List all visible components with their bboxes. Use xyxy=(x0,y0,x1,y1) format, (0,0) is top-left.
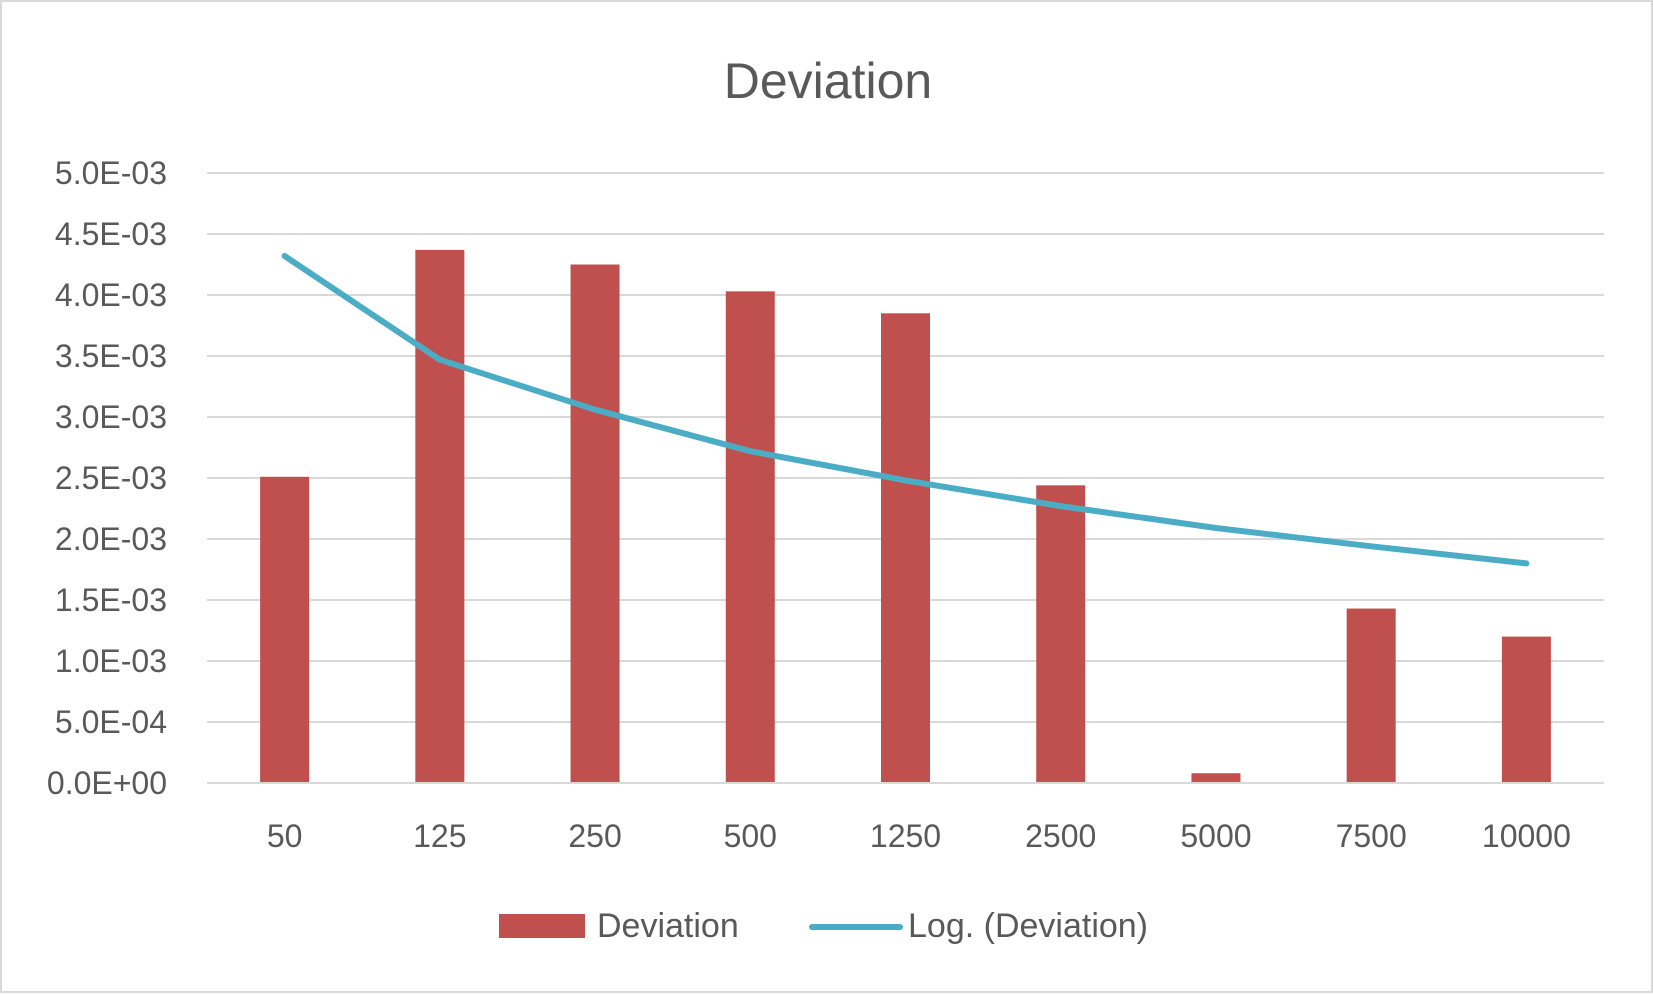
x-axis-tick-labels: 50 125 250 500 1250 2500 5000 7500 10000 xyxy=(267,818,1571,854)
x-tick-label: 50 xyxy=(267,818,303,854)
x-tick-label: 250 xyxy=(568,818,621,854)
bar xyxy=(415,249,465,784)
y-tick-label: 4.0E-03 xyxy=(55,277,167,313)
trendline-series xyxy=(281,253,1530,567)
bar xyxy=(1191,773,1241,783)
legend-swatch-deviation xyxy=(499,914,585,938)
y-axis-tick-labels: 0.0E+00 5.0E-04 1.0E-03 1.5E-03 2.0E-03 2.5E-… xyxy=(47,155,167,801)
legend: Deviation Log. (Deviation) xyxy=(499,907,1148,945)
y-tick-label: 5.0E-04 xyxy=(55,704,167,740)
y-tick-label: 3.0E-03 xyxy=(55,399,167,435)
x-tick-label: 2500 xyxy=(1025,818,1096,854)
x-tick-label: 500 xyxy=(724,818,777,854)
y-tick-label: 2.5E-03 xyxy=(55,460,167,496)
bar-series xyxy=(260,249,1551,784)
y-tick-label: 2.0E-03 xyxy=(55,521,167,557)
bar xyxy=(260,476,310,783)
x-tick-label: 5000 xyxy=(1180,818,1251,854)
legend-label-log-deviation: Log. (Deviation) xyxy=(908,907,1148,945)
y-tick-label: 3.5E-03 xyxy=(55,338,167,374)
bar xyxy=(1501,636,1551,783)
bar xyxy=(725,291,775,783)
bar xyxy=(1346,608,1396,783)
bar xyxy=(570,264,620,783)
x-tick-label: 125 xyxy=(413,818,466,854)
trendline-path xyxy=(281,253,1530,567)
x-tick-label: 7500 xyxy=(1336,818,1407,854)
y-tick-label: 4.5E-03 xyxy=(55,216,167,252)
legend-label-deviation: Deviation xyxy=(597,907,739,945)
y-tick-label: 1.5E-03 xyxy=(55,582,167,618)
y-tick-label: 5.0E-03 xyxy=(55,155,167,191)
bar xyxy=(881,313,930,783)
bar xyxy=(1036,485,1086,783)
x-tick-label: 1250 xyxy=(870,818,941,854)
chart-title: Deviation xyxy=(724,53,932,109)
y-tick-label: 0.0E+00 xyxy=(47,765,167,801)
y-tick-label: 1.0E-03 xyxy=(55,643,167,679)
x-tick-label: 10000 xyxy=(1482,818,1571,854)
